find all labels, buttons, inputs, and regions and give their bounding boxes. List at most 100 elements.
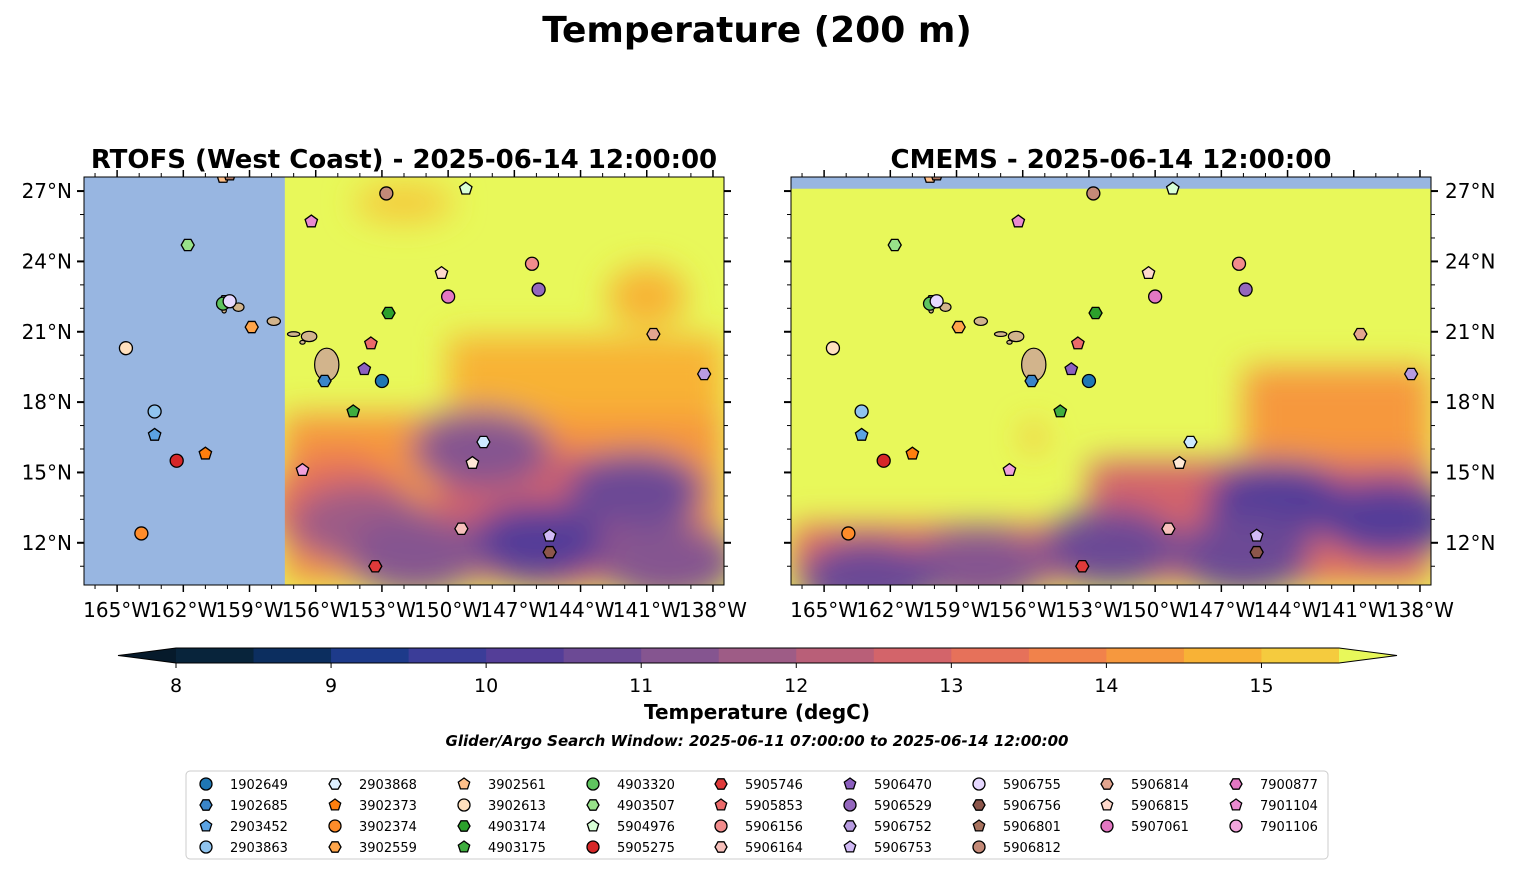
float-marker — [222, 294, 237, 309]
y-tick-label: 15°N — [1445, 460, 1495, 484]
legend-label: 5906815 — [1131, 799, 1189, 814]
legend-marker — [1229, 778, 1243, 790]
legend-label: 5906156 — [745, 820, 803, 835]
legend-marker — [586, 799, 600, 811]
legend-marker — [586, 819, 600, 832]
float-marker — [1011, 214, 1026, 228]
legend-label: 5906755 — [1003, 778, 1061, 793]
legend-label: 5906753 — [874, 841, 932, 856]
colorbar-tick-label: 12 — [784, 675, 808, 697]
float-marker — [905, 446, 920, 460]
x-tick-label: 144°W — [547, 598, 615, 622]
float-marker — [1081, 373, 1097, 389]
x-tick-label: 156°W — [282, 598, 350, 622]
colorbar-label: Temperature (degC) — [644, 700, 870, 724]
float-marker — [1165, 181, 1180, 195]
panel-cmems-title: CMEMS - 2025-06-14 12:00:00 — [891, 145, 1332, 175]
legend-label: 5905275 — [617, 841, 675, 856]
x-tick-label: 147°W — [1187, 598, 1255, 622]
float-marker — [1075, 559, 1090, 573]
rtofs-temperature-field — [267, 182, 724, 585]
legend-marker — [1100, 778, 1114, 790]
legend-marker — [199, 819, 213, 832]
legend-label: 5906814 — [1131, 778, 1189, 793]
field-patch — [606, 266, 687, 327]
x-tick-label: 144°W — [1254, 598, 1322, 622]
legend-marker — [457, 840, 471, 853]
float-marker — [876, 453, 891, 468]
rtofs-no-data-region — [84, 177, 285, 585]
float-marker — [929, 294, 944, 309]
y-tick-label: 24°N — [22, 249, 72, 273]
float-marker — [1238, 282, 1253, 297]
colorbar-segment — [1261, 648, 1340, 663]
legend-label: 1902685 — [230, 799, 288, 814]
float-marker — [1141, 265, 1156, 280]
legend-marker — [328, 819, 342, 833]
cold-region — [411, 409, 552, 489]
float-marker — [841, 526, 856, 541]
cold-region — [798, 537, 939, 585]
legend-label: 5905746 — [745, 778, 803, 793]
float-marker — [368, 559, 383, 573]
x-tick-label: 150°W — [414, 598, 482, 622]
x-tick-label: 141°W — [1320, 598, 1388, 622]
legend-marker — [1100, 819, 1114, 833]
legend-label: 4903175 — [488, 841, 546, 856]
colorbar-segment — [486, 648, 565, 663]
cmems-axes: 165°W162°W159°W156°W153°W150°W147°W144°W… — [784, 170, 1495, 622]
float-marker — [458, 181, 473, 195]
legend-label: 4903507 — [617, 799, 675, 814]
float-marker — [454, 522, 469, 535]
y-tick-label: 24°N — [1445, 249, 1495, 273]
search-window-note: Glider/Argo Search Window: 2025-06-11 07… — [446, 732, 1069, 750]
colorbar-segment — [1028, 648, 1107, 663]
legend-marker — [972, 777, 986, 791]
float-marker — [1231, 256, 1247, 271]
x-tick-label: 165°W — [790, 598, 858, 622]
colorbar-tick-label: 9 — [325, 675, 337, 697]
legend-marker — [714, 798, 728, 811]
float-marker — [1147, 289, 1163, 304]
float-marker — [1002, 462, 1017, 477]
legend-label: 1902649 — [230, 778, 288, 793]
legend-marker — [199, 799, 213, 811]
x-tick-label: 162°W — [856, 598, 924, 622]
float-marker — [1161, 522, 1176, 535]
rtofs-floats — [118, 177, 712, 573]
y-tick-label: 27°N — [1445, 179, 1495, 203]
colorbar-segment — [718, 648, 797, 663]
float-marker — [825, 341, 841, 356]
float-marker — [951, 320, 966, 334]
float-marker — [542, 545, 557, 559]
colorbar-segment — [1106, 648, 1185, 663]
float-marker — [1070, 336, 1085, 350]
legend-label: 2903863 — [230, 841, 288, 856]
colorbar-tick-label: 10 — [474, 675, 498, 697]
cold-region — [598, 521, 724, 585]
rtofs-land — [221, 302, 340, 382]
legend-marker — [457, 798, 471, 812]
legend-marker — [1229, 798, 1243, 811]
y-tick-label: 18°N — [1445, 390, 1495, 414]
legend-marker — [457, 820, 471, 832]
float-marker — [646, 327, 661, 341]
cold-region — [1041, 507, 1181, 585]
colorbar-extend-high — [1339, 648, 1397, 663]
x-tick-label: 150°W — [1121, 598, 1189, 622]
legend-items: 1902649 1902685 2903452 2903863 2903868 39023… — [199, 777, 1318, 856]
legend-label: 5906752 — [874, 820, 932, 835]
colorbar-segment — [873, 648, 952, 663]
legend: 1902649 1902685 2903452 2903863 2903868 39023… — [185, 770, 1329, 860]
x-tick-label: 141°W — [613, 598, 681, 622]
cold-region — [466, 502, 607, 583]
cold-region — [1316, 479, 1431, 560]
panel-rtofs: RTOFS (West Coast) - 2025-06-14 12:00:00… — [22, 145, 748, 622]
float-marker — [374, 373, 390, 389]
cmems-no-data-region — [791, 177, 1431, 189]
float-marker — [1088, 306, 1103, 320]
legend-label: 7901106 — [1260, 820, 1318, 835]
colorbar-tick-label: 14 — [1094, 675, 1118, 697]
legend-marker — [972, 799, 986, 811]
colorbar-segment — [1183, 648, 1262, 663]
